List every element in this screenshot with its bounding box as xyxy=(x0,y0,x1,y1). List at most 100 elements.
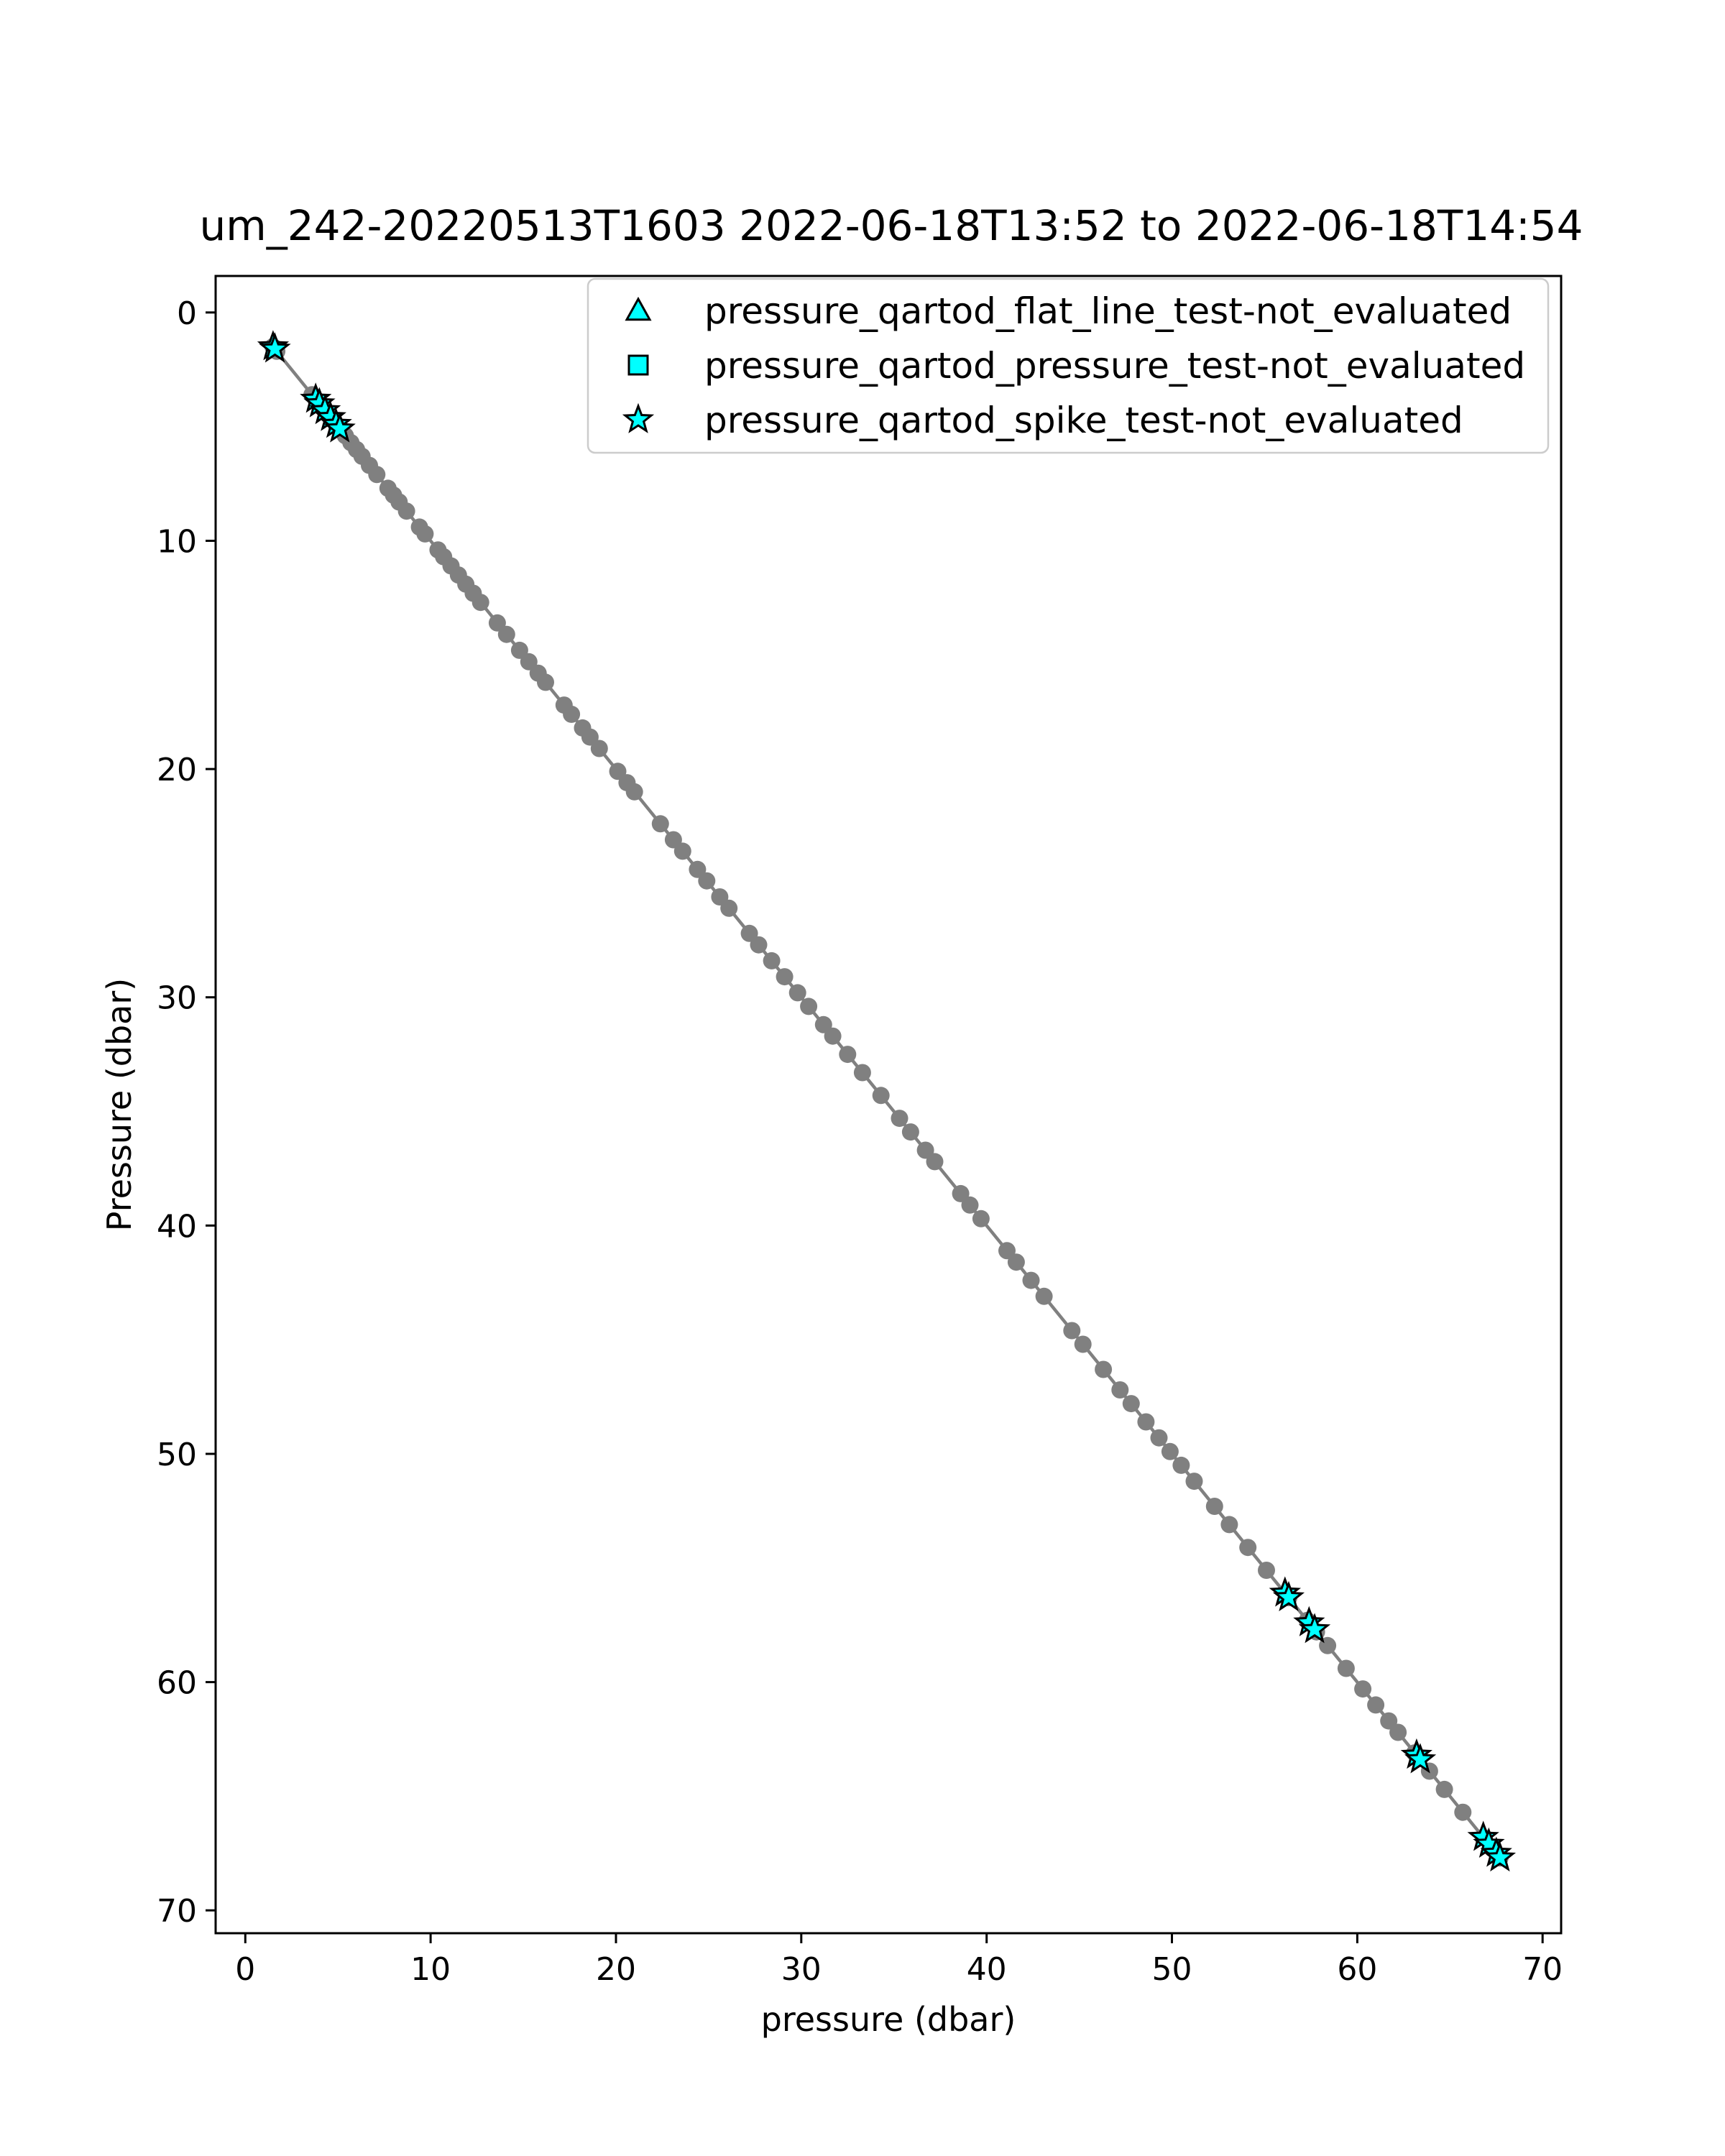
profile-point xyxy=(961,1196,979,1214)
profile-point xyxy=(472,594,489,612)
y-tick-label: 60 xyxy=(157,1665,197,1702)
y-tick-label: 40 xyxy=(157,1208,197,1245)
profile-point xyxy=(824,1027,842,1045)
y-axis: 0 10 20 30 40 50 60 70 xyxy=(157,295,216,1930)
profile-point xyxy=(1007,1253,1025,1271)
profile-point xyxy=(901,1123,919,1141)
x-axis: 0 10 20 30 40 50 60 70 xyxy=(235,1933,1563,1988)
profile-point xyxy=(488,614,506,632)
profile-point xyxy=(1367,1696,1385,1714)
profile-point xyxy=(952,1184,970,1202)
profile-point xyxy=(698,872,716,890)
x-tick-label: 60 xyxy=(1337,1951,1377,1988)
legend-entry-label: pressure_qartod_flat_line_test-not_evalu… xyxy=(704,290,1512,332)
profile-point xyxy=(416,525,434,543)
profile-point xyxy=(839,1046,857,1064)
profile-point xyxy=(1389,1723,1407,1741)
x-tick-label: 50 xyxy=(1152,1951,1192,1988)
chart-title: um_242-20220513T1603 2022-06-18T13:52 to… xyxy=(200,201,1583,250)
profile-point xyxy=(651,815,669,833)
profile-point xyxy=(763,952,781,969)
legend-entry-label: pressure_qartod_spike_test-not_evaluated xyxy=(704,400,1463,441)
profile-point xyxy=(664,831,682,849)
series-3-star-point xyxy=(259,332,291,363)
profile-point xyxy=(891,1110,908,1128)
profile-point xyxy=(788,984,806,1002)
profile-point xyxy=(1111,1381,1129,1399)
axes-frame xyxy=(214,275,1563,1935)
profile-point xyxy=(1074,1335,1092,1353)
profile-point xyxy=(814,1015,832,1033)
x-tick-label: 10 xyxy=(410,1951,451,1988)
x-tick-label: 40 xyxy=(967,1951,1007,1988)
profile-point xyxy=(1095,1360,1113,1378)
legend-triangle-icon xyxy=(625,296,652,321)
profile-point xyxy=(537,673,554,691)
profile-point xyxy=(520,653,538,671)
series-3-star-point xyxy=(1298,1613,1331,1644)
profile-point xyxy=(497,625,515,643)
legend-box xyxy=(586,277,1550,454)
profile-point xyxy=(625,783,643,801)
profile-point xyxy=(1185,1473,1203,1491)
profile-point xyxy=(1239,1539,1257,1557)
profile-point xyxy=(1022,1271,1040,1289)
y-tick-label: 30 xyxy=(157,980,197,1017)
profile-point xyxy=(673,842,691,860)
profile-point xyxy=(1063,1322,1081,1340)
legend-square-icon xyxy=(627,354,649,376)
profile-point xyxy=(1205,1498,1223,1515)
profile-point xyxy=(1354,1680,1372,1698)
y-axis-label: Pressure (dbar) xyxy=(100,978,139,1231)
profile-point xyxy=(1337,1659,1355,1677)
y-tick-label: 10 xyxy=(157,524,197,561)
profile-point xyxy=(972,1210,990,1227)
profile-point xyxy=(872,1087,890,1105)
series-3-star-point xyxy=(1484,1841,1517,1872)
profile-point xyxy=(1258,1562,1275,1579)
profile-point xyxy=(720,899,738,917)
profile-point xyxy=(1122,1395,1140,1413)
profile-point xyxy=(926,1153,944,1171)
series-3-star-point xyxy=(1272,1580,1305,1611)
profile-point xyxy=(1220,1516,1238,1534)
plot-area-marks xyxy=(257,330,1517,1872)
y-tick-label: 0 xyxy=(177,295,197,332)
profile-point xyxy=(581,728,599,746)
series-3-star-point xyxy=(1404,1743,1437,1774)
profile-point xyxy=(853,1064,871,1082)
profile-point xyxy=(1161,1442,1179,1460)
profile-point xyxy=(397,502,415,520)
profile-point xyxy=(800,998,818,1015)
profile-point xyxy=(1380,1712,1398,1730)
y-tick-label: 50 xyxy=(157,1437,197,1473)
profile-point xyxy=(1137,1413,1155,1431)
profile-point xyxy=(1150,1429,1168,1447)
profile-point xyxy=(563,705,581,723)
y-tick-label: 70 xyxy=(157,1893,197,1930)
profile-point xyxy=(510,641,528,659)
x-tick-label: 20 xyxy=(596,1951,636,1988)
series-3-star-point xyxy=(323,412,356,443)
profile-point xyxy=(689,860,707,878)
legend-entry-label: pressure_qartod_pressure_test-not_evalua… xyxy=(704,345,1525,387)
y-tick-label: 20 xyxy=(157,752,197,788)
legend: pressure_qartod_flat_line_test-not_evalu… xyxy=(586,277,1550,454)
profile-point xyxy=(740,924,758,942)
profile-point xyxy=(1435,1780,1453,1798)
profile-point xyxy=(590,740,608,757)
profile-point xyxy=(998,1242,1016,1260)
profile-point xyxy=(916,1141,934,1159)
x-tick-label: 0 xyxy=(235,1951,255,1988)
profile-point xyxy=(1035,1287,1053,1305)
profile-point xyxy=(368,466,386,484)
x-tick-label: 70 xyxy=(1522,1951,1563,1988)
profile-point xyxy=(750,936,768,954)
profile-point xyxy=(1454,1803,1472,1821)
profile-point xyxy=(1172,1456,1190,1474)
legend-star-icon xyxy=(622,402,655,433)
x-tick-label: 30 xyxy=(781,1951,822,1988)
x-axis-label: pressure (dbar) xyxy=(761,2000,1016,2039)
profile-point xyxy=(776,968,794,986)
